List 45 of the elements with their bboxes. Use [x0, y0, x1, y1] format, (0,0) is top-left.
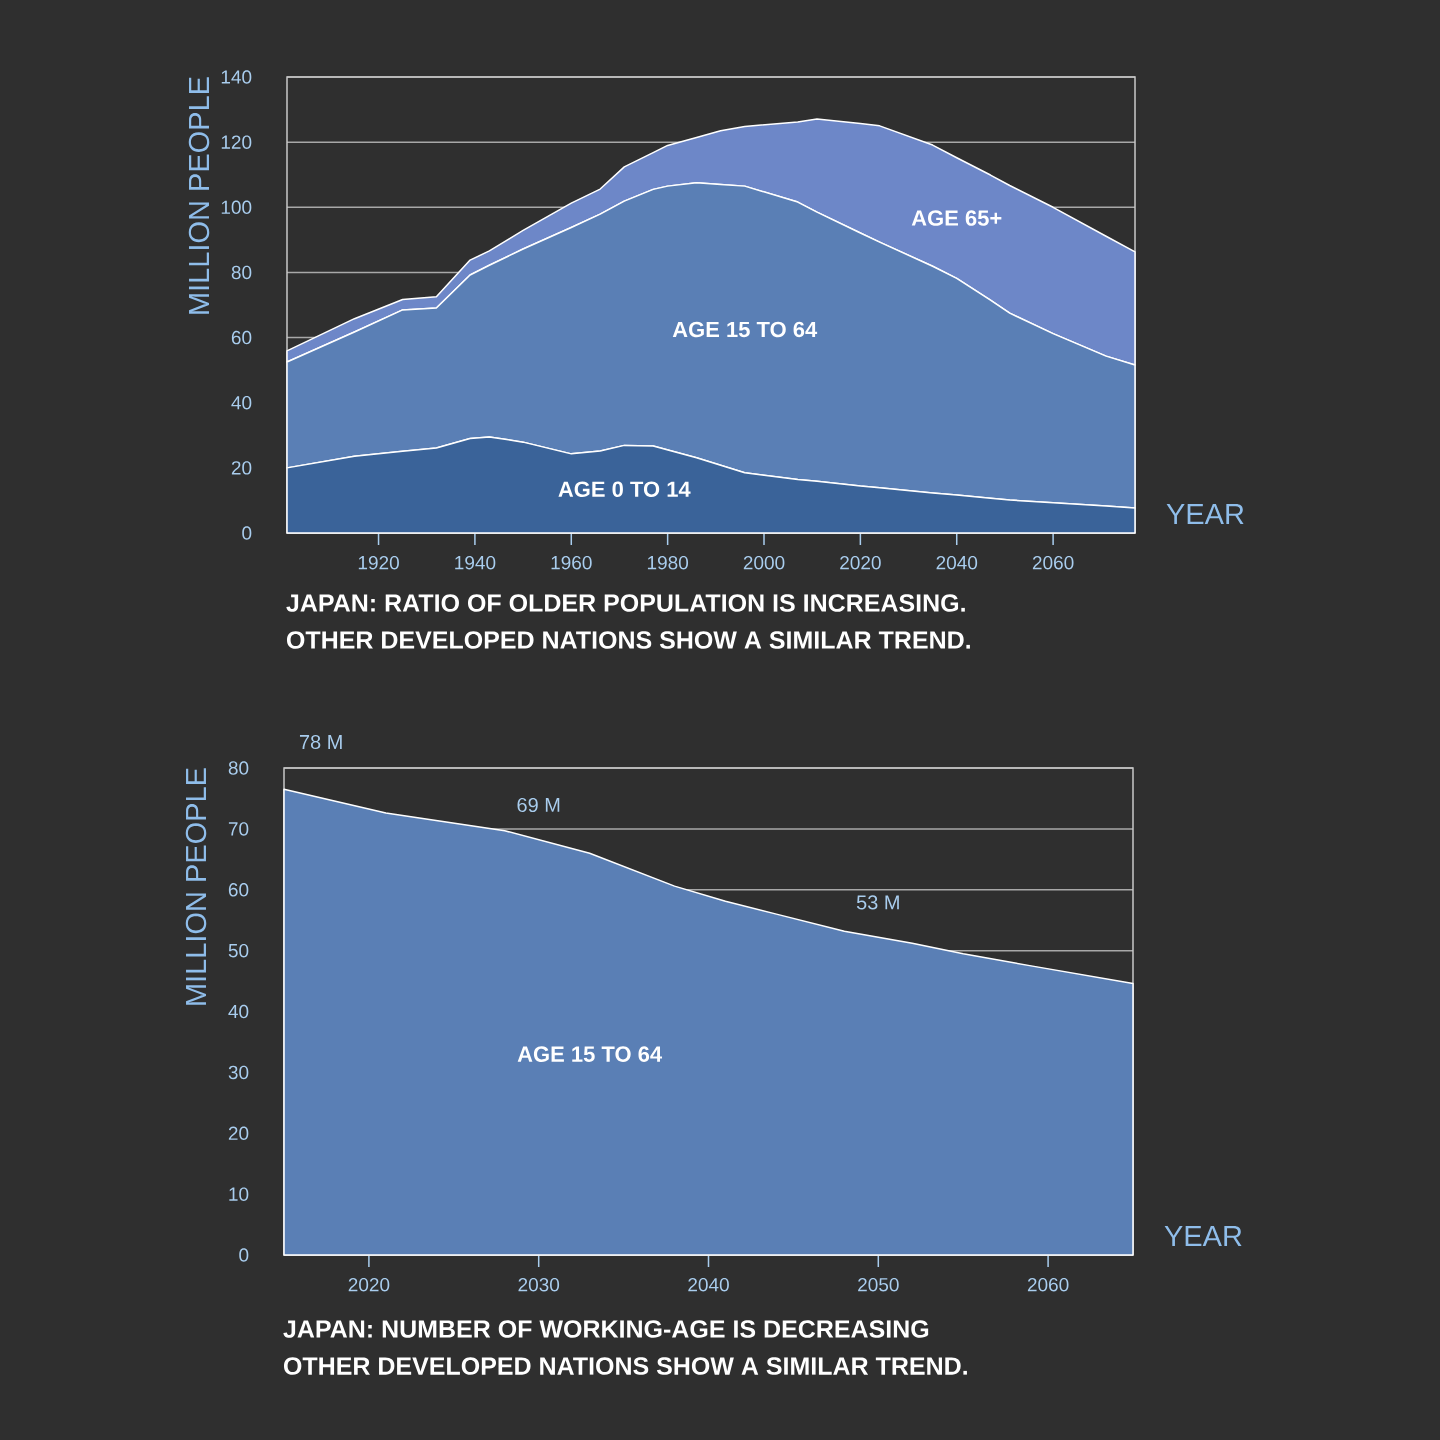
y-tick-label: 100 — [221, 200, 252, 215]
y-axis-title: MILLION PEOPLE — [188, 77, 210, 314]
y-axis-title: MILLION PEOPLE — [185, 768, 207, 1005]
x-tick-label: 1980 — [647, 555, 689, 570]
x-tick-label: 2060 — [1027, 1277, 1069, 1292]
y-tick-label: 0 — [239, 1248, 249, 1262]
x-tick-label: 1940 — [455, 555, 496, 570]
y-tick-label: 80 — [231, 265, 252, 280]
y-tick-label: 0 — [242, 526, 252, 540]
y-tick-label: 40 — [231, 396, 252, 410]
y-tick-label: 120 — [221, 135, 252, 149]
y-tick-label: 10 — [229, 1187, 249, 1201]
y-tick-label: 20 — [231, 461, 252, 475]
text: 78 M — [299, 734, 342, 750]
x-tick-label: 2020 — [348, 1277, 390, 1292]
text: OTHER DEVELOPED NATIONS SHOW A SIMILAR TREND. — [283, 1357, 967, 1375]
x-tick-label: 2020 — [840, 555, 881, 570]
series-label: AGE 65+ — [911, 210, 1002, 226]
annotation: 69 M — [517, 797, 560, 813]
y-tick-label: 50 — [228, 943, 249, 958]
y-tick-label: 30 — [228, 1065, 249, 1080]
x-axis-title: YEAR — [1164, 1226, 1242, 1247]
x-tick-label: 2030 — [518, 1277, 560, 1292]
x-tick-label: 2000 — [743, 555, 785, 570]
x-axis-title: YEAR — [1166, 504, 1244, 525]
x-tick-label: 2040 — [688, 1277, 729, 1292]
y-tick-label: 60 — [228, 883, 249, 897]
series-label: AGE 15 TO 64 — [672, 321, 818, 338]
x-tick-label: 2040 — [936, 555, 978, 570]
text: JAPAN: RATIO OF OLDER POPULATION IS INCREASING. — [286, 594, 965, 612]
x-tick-label: 1960 — [551, 555, 592, 570]
x-tick-label: 2060 — [1032, 555, 1074, 570]
y-tick-label: 60 — [231, 330, 252, 345]
y-tick-label: 140 — [221, 70, 252, 84]
y-tick-label: 70 — [228, 822, 249, 836]
x-tick-label: 2050 — [858, 1277, 899, 1292]
series-label: AGE 15 TO 64 — [517, 1046, 663, 1062]
text: OTHER DEVELOPED NATIONS SHOW A SIMILAR TREND. — [286, 631, 970, 649]
y-tick-label: 40 — [228, 1004, 249, 1019]
series-label: AGE 0 TO 14 — [558, 481, 691, 497]
x-tick-label: 1920 — [358, 555, 399, 570]
y-tick-label: 20 — [228, 1126, 249, 1141]
annotation: 53 M — [856, 895, 899, 910]
y-tick-label: 80 — [228, 761, 249, 775]
text: JAPAN: NUMBER OF WORKING-AGE IS DECREASING — [283, 1320, 929, 1338]
